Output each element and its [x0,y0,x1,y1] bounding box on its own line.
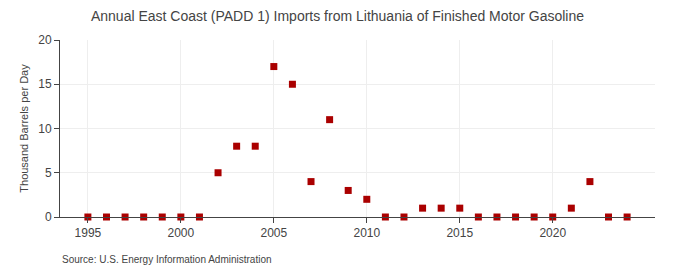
svg-text:2000: 2000 [168,226,195,240]
svg-text:10: 10 [38,122,52,136]
svg-text:2010: 2010 [353,226,380,240]
svg-text:Thousand Barrels per Day: Thousand Barrels per Day [18,64,30,193]
svg-text:Annual East Coast (PADD 1) Imp: Annual East Coast (PADD 1) Imports from … [91,8,584,24]
svg-text:2015: 2015 [446,226,473,240]
svg-text:0: 0 [45,210,52,224]
svg-text:2020: 2020 [539,226,566,240]
svg-text:2005: 2005 [260,226,287,240]
svg-text:5: 5 [45,166,52,180]
svg-text:Source: U.S. Energy Informatio: Source: U.S. Energy Information Administ… [62,254,272,265]
svg-text:15: 15 [38,77,52,91]
svg-text:20: 20 [38,33,52,47]
svg-text:1995: 1995 [75,226,102,240]
